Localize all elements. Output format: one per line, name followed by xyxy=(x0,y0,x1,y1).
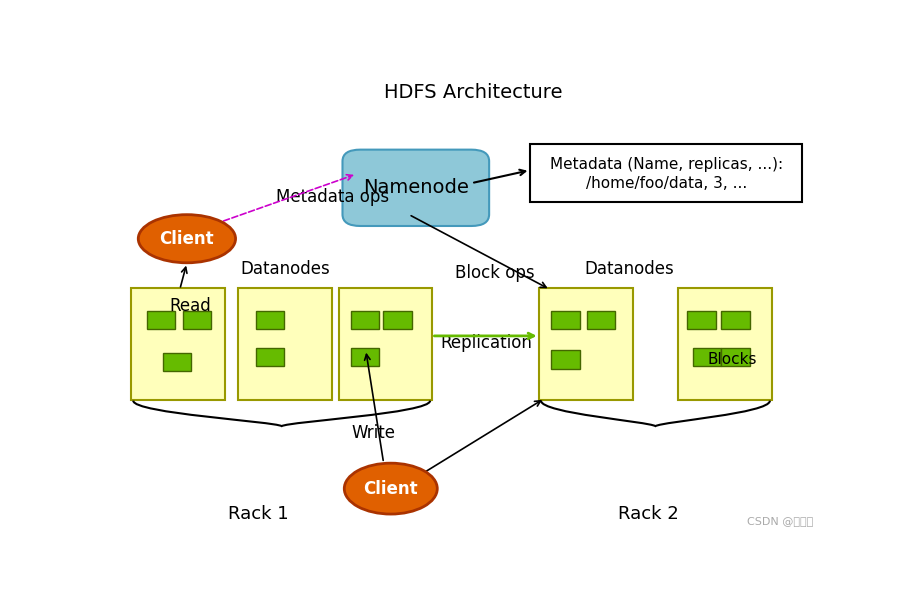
FancyBboxPatch shape xyxy=(551,350,580,369)
Text: Datanodes: Datanodes xyxy=(241,260,330,278)
Text: Namenode: Namenode xyxy=(363,178,469,197)
FancyBboxPatch shape xyxy=(587,311,616,329)
FancyBboxPatch shape xyxy=(238,288,332,400)
FancyBboxPatch shape xyxy=(692,348,721,367)
Text: Datanodes: Datanodes xyxy=(584,260,674,278)
FancyBboxPatch shape xyxy=(339,288,432,400)
Ellipse shape xyxy=(138,215,235,263)
Ellipse shape xyxy=(344,463,438,514)
FancyBboxPatch shape xyxy=(383,311,412,329)
Text: Replication: Replication xyxy=(441,334,533,352)
FancyBboxPatch shape xyxy=(687,311,715,329)
FancyBboxPatch shape xyxy=(256,311,284,329)
FancyBboxPatch shape xyxy=(721,311,749,329)
Text: Rack 1: Rack 1 xyxy=(228,505,289,523)
Text: Blocks: Blocks xyxy=(708,352,757,367)
Text: Client: Client xyxy=(364,480,418,498)
Text: Rack 2: Rack 2 xyxy=(617,505,678,523)
FancyBboxPatch shape xyxy=(530,144,802,202)
Text: CSDN @十七啟: CSDN @十七啟 xyxy=(747,516,813,526)
FancyBboxPatch shape xyxy=(351,311,379,329)
Text: Write: Write xyxy=(352,424,395,442)
Text: Read: Read xyxy=(170,297,211,315)
FancyBboxPatch shape xyxy=(131,288,225,400)
FancyBboxPatch shape xyxy=(342,150,489,226)
FancyBboxPatch shape xyxy=(721,348,749,367)
FancyBboxPatch shape xyxy=(162,353,191,371)
Text: Metadata ops: Metadata ops xyxy=(276,188,390,206)
FancyBboxPatch shape xyxy=(147,311,175,329)
FancyBboxPatch shape xyxy=(551,311,580,329)
FancyBboxPatch shape xyxy=(351,348,379,367)
FancyBboxPatch shape xyxy=(539,288,632,400)
Text: Block ops: Block ops xyxy=(455,264,534,282)
Text: Metadata (Name, replicas, ...):: Metadata (Name, replicas, ...): xyxy=(549,157,783,172)
Text: Client: Client xyxy=(160,230,214,248)
FancyBboxPatch shape xyxy=(256,348,284,367)
FancyBboxPatch shape xyxy=(678,288,772,400)
FancyBboxPatch shape xyxy=(183,311,211,329)
Text: HDFS Architecture: HDFS Architecture xyxy=(384,84,562,102)
Text: /home/foo/data, 3, ...: /home/foo/data, 3, ... xyxy=(585,176,747,191)
